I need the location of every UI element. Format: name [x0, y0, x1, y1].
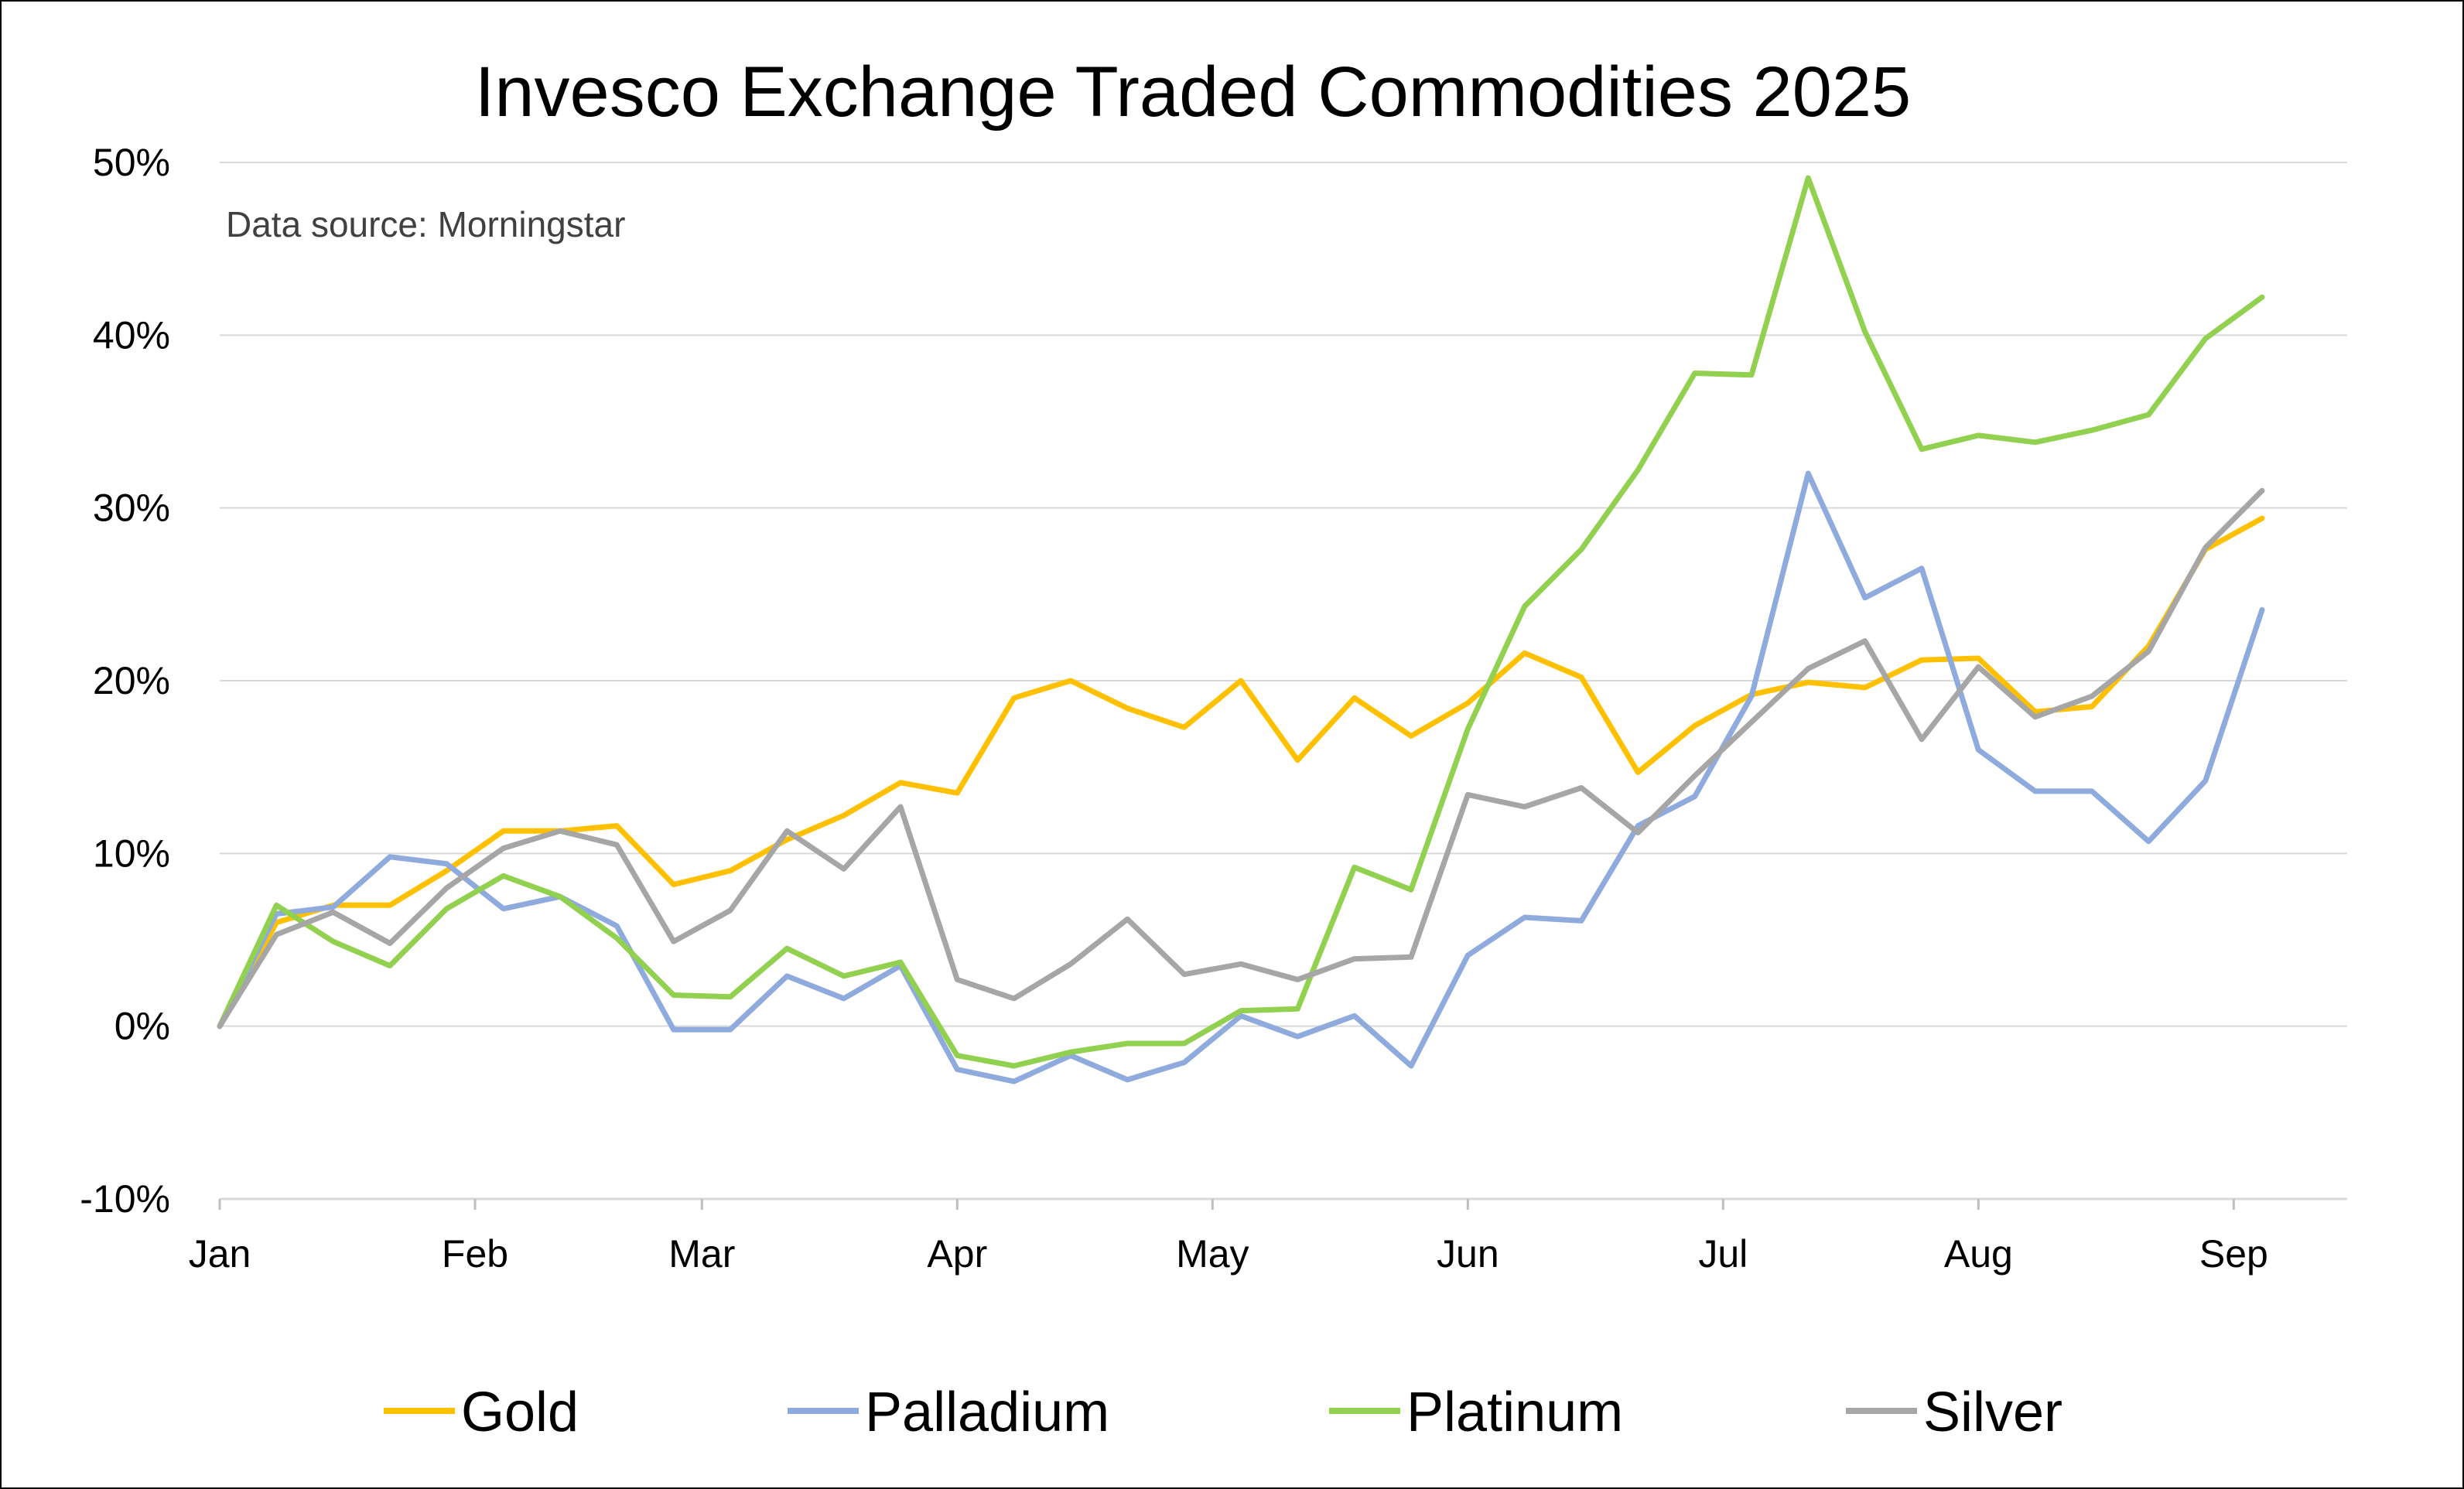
- data-source-note: Data source: Morningstar: [226, 204, 625, 244]
- series-line-palladium: [217, 470, 2265, 1084]
- series-line-gold: [217, 515, 2265, 1030]
- x-tick-label: Aug: [1944, 1232, 2013, 1276]
- x-tick-label: Apr: [927, 1232, 987, 1276]
- x-tick-label: Feb: [442, 1232, 508, 1276]
- legend-item-gold: Gold: [384, 1381, 579, 1443]
- y-tick-label: 40%: [93, 313, 170, 357]
- x-tick-label: Sep: [2199, 1232, 2268, 1276]
- legend-item-platinum: Platinum: [1329, 1381, 1623, 1443]
- legend: Gold Palladium Platinum Silver: [384, 1381, 2062, 1443]
- axes: -10% 0% 10% 20% 30% 40% 50% Jan Feb Mar Apr May Jun J…: [80, 141, 2347, 1276]
- gridlines: [220, 162, 2347, 1027]
- legend-label: Palladium: [865, 1381, 1109, 1443]
- y-tick-label: 20%: [93, 659, 170, 702]
- series-lines: [217, 175, 2265, 1084]
- x-tick-label: Mar: [668, 1232, 735, 1276]
- chart-title: Invesco Exchange Traded Commodities 2025: [475, 53, 1911, 131]
- y-tick-label: 0%: [114, 1005, 170, 1048]
- series-line-platinum: [217, 175, 2265, 1069]
- y-tick-label: 30%: [93, 487, 170, 530]
- x-tick-label: Jun: [1437, 1232, 1499, 1276]
- legend-label: Gold: [461, 1381, 579, 1443]
- y-tick-label: 50%: [93, 141, 170, 184]
- x-tick-label: Jan: [189, 1232, 251, 1276]
- legend-label: Silver: [1923, 1381, 2062, 1443]
- y-tick-label: -10%: [80, 1177, 170, 1221]
- y-tick-label: 10%: [93, 832, 170, 875]
- series-line-silver: [217, 487, 2265, 1030]
- x-tick-label: Jul: [1698, 1232, 1748, 1276]
- legend-label: Platinum: [1406, 1381, 1623, 1443]
- legend-item-silver: Silver: [1846, 1381, 2062, 1443]
- legend-item-palladium: Palladium: [788, 1381, 1109, 1443]
- x-tick-label: May: [1176, 1232, 1249, 1276]
